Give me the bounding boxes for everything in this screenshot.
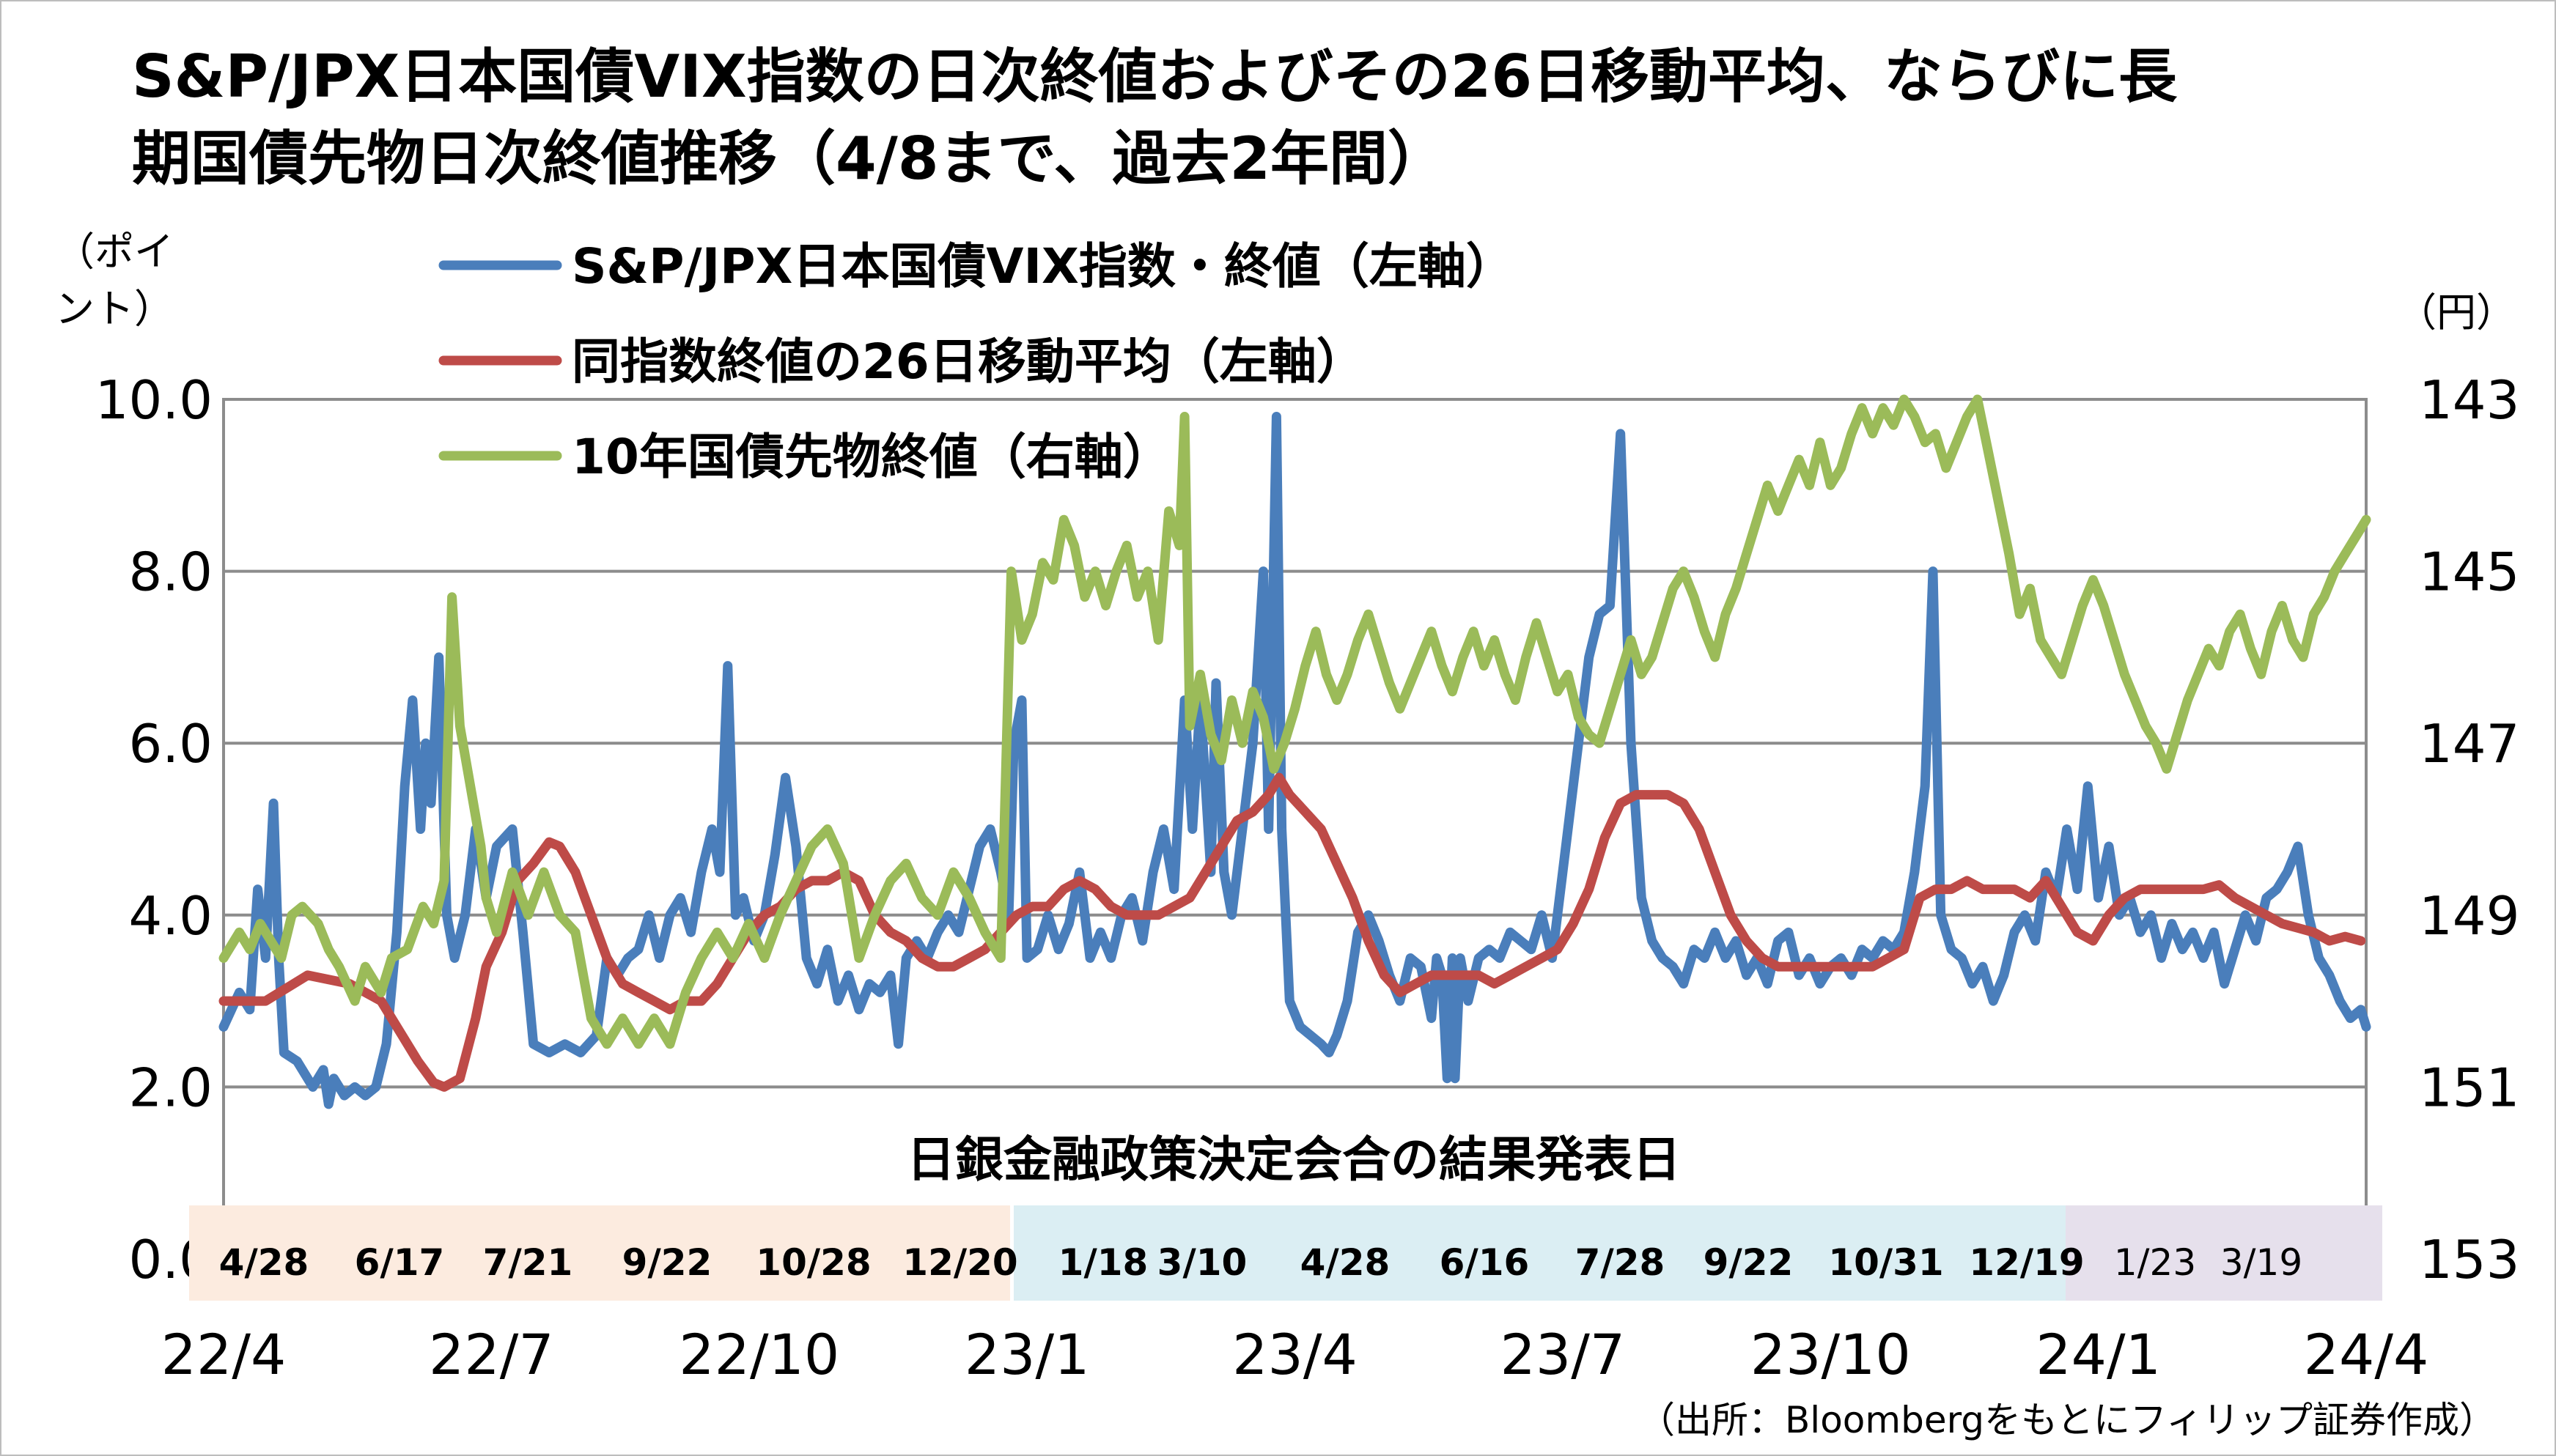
event-date-label: 4/28: [1300, 1241, 1391, 1284]
legend-label: S&P/JPX日本国債VIX指数・終値（左軸）: [572, 238, 1514, 295]
left-axis-unit: ント）: [55, 286, 174, 332]
event-date-label: 6/16: [1440, 1241, 1530, 1284]
right-axis-tick-label: 153: [2419, 1229, 2519, 1290]
event-date-label: 10/31: [1828, 1241, 1943, 1284]
right-axis-tick-label: 149: [2419, 885, 2519, 947]
x-axis-tick-label: 24/1: [2036, 1322, 2161, 1387]
left-axis-tick-label: 6.0: [128, 713, 213, 775]
left-axis-tick-label: 2.0: [128, 1057, 213, 1118]
series-line: [218, 412, 2371, 1109]
x-axis-tick-label: 22/10: [679, 1322, 839, 1387]
right-axis-tick-label: 143: [2419, 369, 2519, 431]
series-line: [218, 772, 2366, 1092]
x-axis-tick-label: 23/10: [1750, 1322, 1911, 1387]
plot-area-border: [222, 398, 2368, 1260]
event-date-label: 3/19: [2220, 1241, 2302, 1284]
left-axis-tick-label: 10.0: [95, 369, 213, 431]
event-date-label: 10/28: [756, 1241, 871, 1284]
event-date-label: 3/10: [1157, 1241, 1248, 1284]
event-band: [2066, 1205, 2382, 1301]
event-date-label: 4/28: [219, 1241, 309, 1284]
right-axis-tick-label: 147: [2419, 713, 2519, 775]
event-date-label: 1/23: [2114, 1241, 2196, 1284]
x-axis-tick-label: 23/7: [1500, 1322, 1626, 1387]
event-date-label: 6/17: [355, 1241, 445, 1284]
right-axis-tick-label: 145: [2419, 542, 2519, 603]
event-band: [189, 1205, 1010, 1301]
left-axis-tick-label: 4.0: [128, 885, 213, 947]
x-axis-tick-label: 22/7: [429, 1322, 554, 1387]
events-title: 日銀金融政策決定会合の結果発表日: [907, 1131, 1681, 1188]
right-axis-tick-label: 151: [2419, 1057, 2519, 1118]
right-axis-unit: （円）: [2397, 289, 2516, 336]
x-axis-tick-label: 22/4: [161, 1322, 287, 1387]
event-date-label: 7/21: [483, 1241, 573, 1284]
event-date-label: 12/19: [1969, 1241, 2084, 1284]
left-axis-tick-label: 8.0: [128, 542, 213, 603]
event-date-label: 9/22: [1704, 1241, 1794, 1284]
legend-label: 10年国債先物終値（右軸）: [572, 429, 1171, 485]
chart-title-line: 期国債先物日次終値推移（4/8まで、過去2年間）: [132, 125, 1446, 193]
x-axis-tick-label: 24/4: [2304, 1322, 2429, 1387]
x-axis-tick-label: 23/4: [1232, 1322, 1358, 1387]
event-date-label: 7/28: [1575, 1241, 1665, 1284]
event-date-label: 9/22: [622, 1241, 712, 1284]
left-axis-unit: （ポイ: [55, 229, 174, 275]
event-date-label: 12/20: [902, 1241, 1017, 1284]
legend-label: 同指数終値の26日移動平均（左軸）: [572, 333, 1365, 390]
x-axis-tick-label: 23/1: [965, 1322, 1090, 1387]
series-line: [218, 394, 2371, 1049]
source-note: （出所：Bloombergをもとにフィリップ証券作成）: [1638, 1399, 2496, 1441]
event-date-label: 1/18: [1058, 1241, 1149, 1284]
chart-title-line: S&P/JPX日本国債VIX指数の日次終値およびその26日移動平均、ならびに長: [132, 43, 2178, 111]
event-band: [1014, 1205, 2150, 1301]
